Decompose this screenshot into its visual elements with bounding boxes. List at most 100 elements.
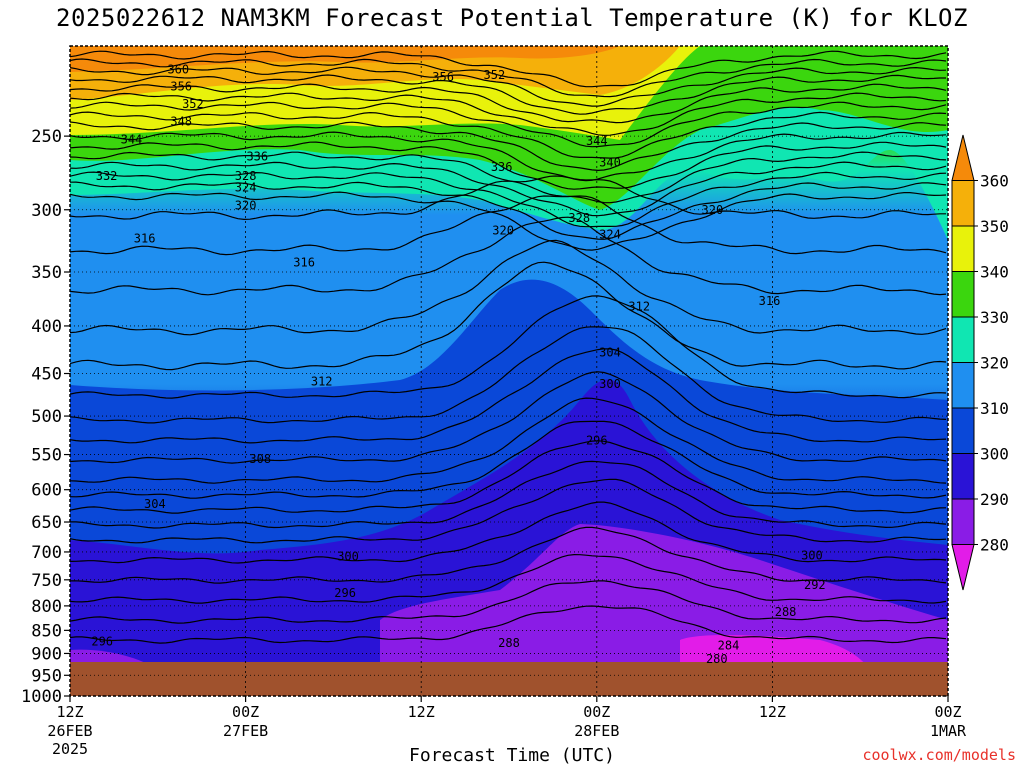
contour-low-5 (70, 420, 947, 499)
contour-label-4: 344 (121, 132, 143, 146)
colorbar-high-triangle (951, 134, 975, 181)
ytick-label-500: 500 (31, 407, 62, 427)
contour-upper-5 (70, 92, 947, 137)
contour-label-10: 316 (134, 231, 156, 245)
ytick-label-350: 350 (31, 263, 62, 283)
time-gridlines (245, 46, 773, 696)
ytick-label-950: 950 (31, 666, 62, 686)
contour-label-29: 300 (337, 550, 359, 564)
xtick-label-4: 12Z (759, 703, 786, 721)
contour-upper-4 (70, 83, 947, 124)
colorbar-label-360: 360 (980, 172, 1009, 191)
contour-label-17: 328 (568, 211, 590, 225)
contour-upper-7 (70, 111, 947, 159)
contour-low-11 (70, 553, 947, 604)
contour-label-26: 296 (586, 433, 608, 447)
contour-label-32: 288 (498, 636, 520, 650)
contour-label-18: 324 (599, 228, 621, 242)
ytick-label-600: 600 (31, 481, 62, 501)
xtick-label-0: 12Z (56, 703, 83, 721)
contour-upper-0 (70, 50, 947, 88)
contour-upper-2 (70, 66, 947, 107)
contour-upper-13 (70, 171, 947, 228)
contour-label-1: 356 (170, 79, 192, 93)
colorbar-box-2 (951, 453, 975, 500)
colorbar-label-290: 290 (980, 490, 1009, 509)
contour-label-37: 300 (801, 548, 823, 562)
xtick-label-1: 00Z (232, 703, 259, 721)
contour-mid-4 (70, 261, 947, 371)
xtick-date-0: 26FEB (47, 722, 92, 740)
contour-low-7 (70, 460, 947, 529)
contour-label-15: 340 (599, 156, 621, 170)
ytick-label-650: 650 (31, 513, 62, 533)
colorbar-box-3 (951, 407, 975, 454)
contour-label-2: 352 (182, 97, 204, 111)
contour-label-21: 312 (628, 299, 650, 313)
ytick-label-850: 850 (31, 621, 62, 641)
contour-low-1 (70, 326, 947, 424)
contour-lines (70, 50, 947, 644)
ytick-label-700: 700 (31, 543, 62, 563)
xtick-label-2: 12Z (408, 703, 435, 721)
colorbar-box-4 (951, 362, 975, 409)
xtick-label-3: 00Z (583, 703, 610, 721)
colorbar-box-5 (951, 316, 975, 363)
terrain-ground (70, 662, 948, 696)
contour-label-24: 304 (599, 345, 621, 359)
contour-label-8: 324 (235, 181, 257, 195)
contour-label-6: 336 (246, 150, 268, 164)
contour-mid-0 (70, 175, 946, 221)
contour-label-22: 316 (759, 294, 781, 308)
contour-low-8 (70, 478, 947, 544)
contour-low-12 (70, 580, 947, 624)
colorbar-label-310: 310 (980, 399, 1009, 418)
contour-low-13 (70, 605, 947, 644)
contour-upper-1 (70, 58, 947, 98)
x-axis-title: Forecast Time (UTC) (409, 745, 615, 766)
ytick-label-300: 300 (31, 201, 62, 221)
colorbar-label-300: 300 (980, 445, 1009, 464)
contour-low-2 (70, 348, 947, 444)
contour-label-35: 288 (775, 605, 797, 619)
colorbar-label-320: 320 (980, 354, 1009, 373)
ytick-label-450: 450 (31, 365, 62, 385)
field-280-region (680, 635, 870, 670)
colorbar-box-8 (951, 180, 975, 227)
contour-low-0 (70, 295, 947, 399)
contour-label-3: 348 (170, 114, 192, 128)
contour-label-0: 360 (167, 63, 189, 77)
ytick-label-800: 800 (31, 597, 62, 617)
contour-label-7: 328 (235, 169, 257, 183)
contour-label-11: 316 (293, 256, 315, 270)
contour-low-4 (70, 397, 947, 484)
contour-label-5: 332 (96, 169, 118, 183)
contour-label-30: 296 (334, 586, 356, 600)
contour-mid-3 (70, 239, 947, 336)
contour-label-20: 320 (702, 203, 724, 217)
ytick-label-1000: 1000 (21, 687, 62, 707)
contour-label-36: 292 (804, 578, 826, 592)
contour-label-13: 352 (484, 68, 506, 82)
colorbar-box-1 (951, 498, 975, 545)
contour-label-33: 284 (718, 638, 740, 652)
colorbar: 280 290 300 310 320 330 340 350 360 (951, 134, 1009, 591)
contour-low-10 (70, 526, 947, 584)
credit-link[interactable]: coolwx.com/models (862, 746, 1016, 764)
ytick-label-900: 900 (31, 644, 62, 664)
field-370-region (70, 46, 620, 72)
contour-upper-8 (70, 121, 947, 172)
contour-upper-10 (70, 141, 947, 190)
colorbar-box-7 (951, 225, 975, 272)
colorbar-label-280: 280 (980, 536, 1009, 555)
contour-label-34: 280 (706, 652, 728, 666)
ytick-label-550: 550 (31, 446, 62, 466)
xtick-label-5: 00Z (934, 703, 961, 721)
contour-label-23: 312 (311, 375, 333, 389)
contour-mid-2 (70, 216, 947, 296)
colorbar-box-6 (951, 271, 975, 318)
xtick-date-3: 28FEB (574, 722, 619, 740)
ytick-label-250: 250 (31, 127, 62, 147)
colorbar-label-350: 350 (980, 217, 1009, 236)
